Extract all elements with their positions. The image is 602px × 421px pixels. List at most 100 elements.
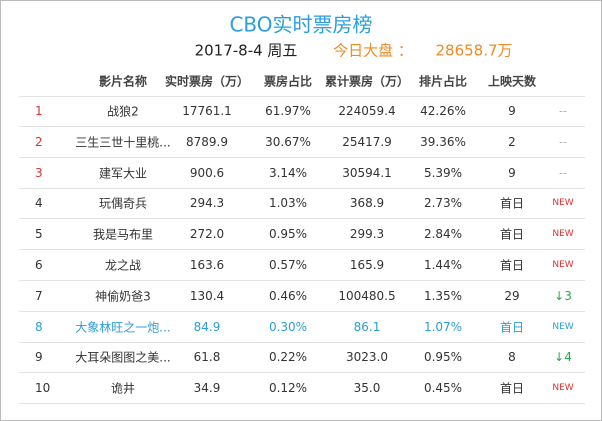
cell: NEW: [552, 198, 574, 209]
cell: 3.14%: [268, 165, 308, 180]
cell: 224059.4: [338, 104, 396, 118]
cell: 首日: [499, 196, 525, 211]
cell: 34.9: [193, 381, 221, 396]
cell: 9: [508, 104, 516, 118]
cell: 1: [35, 104, 43, 118]
cell: 0.30%: [268, 319, 308, 334]
cell: 1.07%: [423, 319, 463, 334]
cell: 首日: [499, 381, 525, 396]
cell: 三生三世十里桃...: [75, 135, 171, 150]
cell: 大耳朵图图之美...: [75, 350, 171, 365]
column-header: 排片占比: [418, 74, 468, 89]
row-separator: [19, 249, 585, 251]
cell: 0.95%: [423, 350, 463, 365]
cell: 建军大业: [98, 166, 148, 181]
column-header: 上映天数: [487, 74, 537, 89]
cell: 8: [508, 350, 516, 365]
cell: NEW: [552, 321, 574, 332]
cell: --: [559, 166, 567, 180]
cell: 我是马布里: [92, 227, 154, 242]
row-separator: [19, 341, 585, 343]
row-separator: [19, 403, 585, 405]
cell: 368.9: [349, 196, 385, 211]
cell: 7: [35, 288, 43, 303]
cell: 165.9: [349, 258, 385, 272]
cell: 0.95%: [268, 227, 308, 242]
cell: 2.84%: [423, 227, 463, 242]
cell: NEW: [552, 229, 574, 240]
cell: ↓3: [554, 288, 572, 303]
total-label: 今日大盘 ：: [333, 41, 413, 60]
cell: 5.39%: [423, 165, 463, 180]
cell: ↓4: [554, 350, 572, 365]
cell: 42.26%: [420, 104, 466, 118]
cell: 龙之战: [104, 258, 142, 273]
row-separator: [19, 372, 585, 374]
cell: 大象林旺之一炮...: [75, 320, 171, 335]
row-separator: [19, 310, 585, 312]
cell: 17761.1: [182, 104, 232, 118]
cell: --: [559, 135, 567, 149]
cell: 29: [504, 288, 520, 303]
cell: 0.22%: [268, 350, 308, 365]
cell: 0.45%: [423, 381, 463, 396]
cell: 272.0: [189, 227, 225, 242]
cell: 5: [35, 227, 43, 242]
row-separator: [19, 96, 585, 97]
cell: 299.3: [349, 227, 385, 242]
column-header: 票房占比: [263, 74, 313, 89]
cell: 10: [35, 381, 51, 396]
row-separator: [19, 126, 585, 127]
cell: 900.6: [189, 165, 225, 180]
cell: 61.97%: [265, 104, 311, 118]
cell: --: [559, 104, 567, 118]
column-header: 实时票房（万）: [164, 74, 250, 89]
cell: 9: [35, 350, 43, 365]
row-separator: [19, 218, 585, 220]
cell: 30.67%: [265, 134, 311, 149]
cell: 100480.5: [338, 288, 396, 303]
row-separator: [19, 156, 585, 158]
column-header: 影片名称: [98, 74, 148, 89]
cell: 2: [508, 134, 516, 149]
cell: 0.12%: [268, 381, 308, 396]
cell: 3: [35, 165, 43, 180]
cell: 1.03%: [268, 196, 308, 211]
title: CBO实时票房榜: [229, 12, 373, 37]
cell: 诡井: [110, 381, 136, 396]
cell: 首日: [499, 258, 525, 273]
cell: 2.73%: [423, 196, 463, 211]
cell: 9: [508, 165, 516, 180]
cell: 30594.1: [342, 165, 392, 180]
cell: NEW: [552, 383, 574, 394]
cell: 3023.0: [346, 350, 388, 365]
cell: 首日: [499, 227, 525, 242]
cell: 0.57%: [268, 258, 308, 272]
cell: 神偷奶爸3: [95, 289, 151, 304]
cell: 4: [35, 196, 43, 211]
cell: 8: [35, 319, 43, 334]
cell: 1.35%: [423, 288, 463, 303]
cell: 6: [35, 258, 43, 272]
cell: 首日: [499, 320, 525, 335]
cell: 86.1: [353, 319, 381, 334]
cell: 8789.9: [186, 134, 228, 149]
cell: 163.6: [189, 258, 225, 272]
row-separator: [19, 187, 585, 189]
cell: 61.8: [193, 350, 221, 365]
cell: 1.44%: [423, 258, 463, 272]
cell: 战狼2: [107, 104, 139, 119]
cell: 294.3: [189, 196, 225, 211]
date: 2017-8-4 周五: [194, 41, 298, 60]
cell: 39.36%: [420, 134, 466, 149]
column-header: 累计票房（万）: [324, 74, 410, 89]
total-value: 28658.7万: [435, 41, 513, 60]
cell: 25417.9: [342, 134, 392, 149]
cell: 35.0: [353, 381, 381, 396]
row-separator: [19, 280, 585, 281]
cell: 130.4: [189, 288, 225, 303]
cell: 2: [35, 134, 43, 149]
cell: 84.9: [193, 319, 221, 334]
cell: NEW: [552, 260, 574, 270]
